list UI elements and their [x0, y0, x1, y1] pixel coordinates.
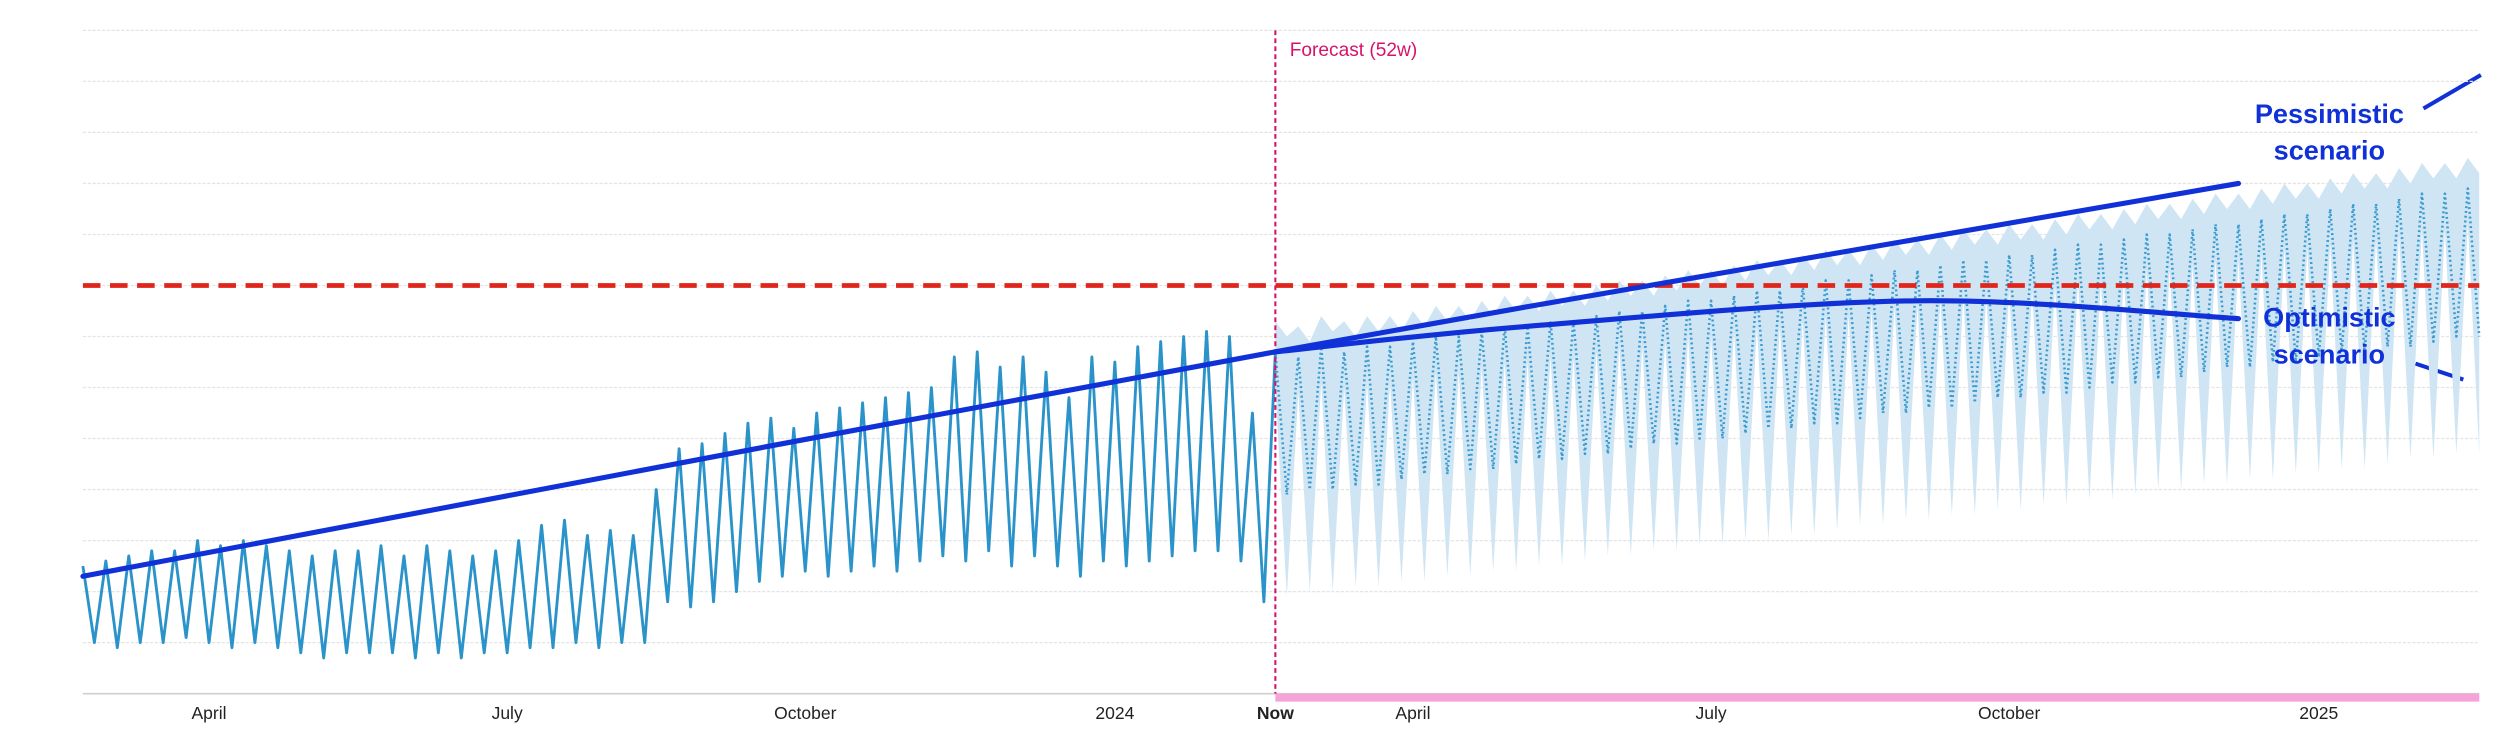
- trend-label: Pessimistic scenario: [2255, 98, 2404, 166]
- x-tick-label: Now: [1257, 703, 1294, 723]
- x-tick-label: October: [774, 703, 836, 723]
- x-tick-label: 2024: [1095, 703, 1134, 723]
- forecast-range-bar: [1275, 693, 2480, 702]
- x-tick-label: April: [192, 703, 227, 723]
- forecast-band: [1275, 157, 2480, 597]
- x-tick-label: July: [492, 703, 523, 723]
- leader-line: [2422, 73, 2482, 111]
- x-tick-label: October: [1978, 703, 2040, 723]
- trend-line: [80, 180, 2242, 579]
- forecast-label: Forecast (52w): [1290, 40, 1418, 61]
- x-tick-label: 2025: [2299, 703, 2338, 723]
- trend-label: Optimistic scenario: [2263, 302, 2395, 370]
- forecast-line: [1274, 187, 2481, 496]
- trend-line: [1272, 298, 2242, 355]
- actual-line: [81, 329, 1277, 660]
- x-tick-label: July: [1695, 703, 1726, 723]
- x-tick-label: April: [1395, 703, 1430, 723]
